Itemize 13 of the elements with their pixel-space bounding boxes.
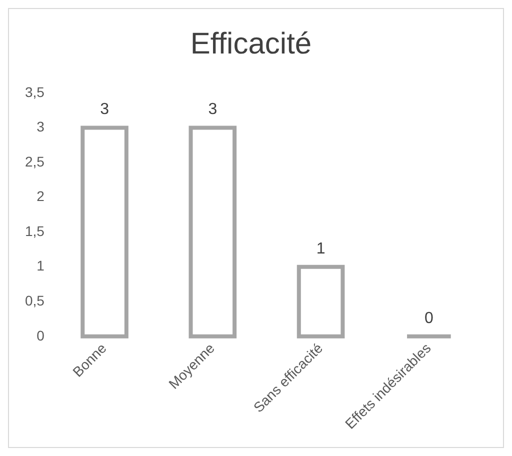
data-label: 3: [100, 101, 110, 118]
y-tick-label: 3,5: [24, 84, 45, 100]
y-tick-label: 0,5: [24, 292, 45, 308]
data-label: 1: [316, 240, 326, 258]
chart-title: Efficacité: [190, 27, 312, 60]
y-tick-label: 2: [36, 188, 45, 204]
data-label: 0: [424, 310, 434, 327]
y-tick-label: 3: [36, 118, 45, 135]
y-tick-label: 1,5: [24, 222, 45, 239]
y-tick-label: 0: [36, 327, 45, 344]
y-tick-label: 1: [36, 258, 45, 274]
data-label: 3: [208, 101, 218, 118]
y-tick-label: 2,5: [24, 153, 45, 170]
